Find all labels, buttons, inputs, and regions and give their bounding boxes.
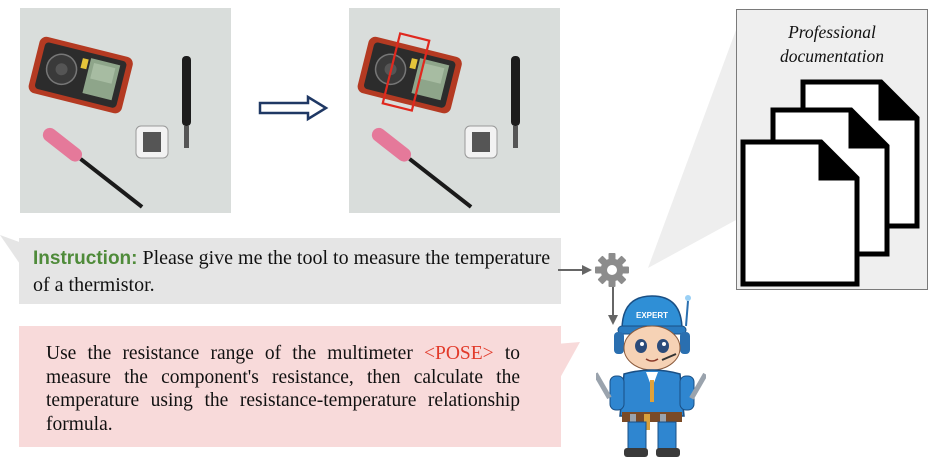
tools-photo-annotated [349, 8, 560, 213]
expert-badge: EXPERT [636, 311, 668, 320]
response-text-before: Use the resistance range of the multimet… [46, 343, 424, 364]
response-text: Use the resistance range of the multimet… [46, 342, 520, 436]
pose-token: <POSE> [423, 343, 494, 364]
response-bubble [19, 326, 561, 447]
grasp-highlight-box [381, 32, 431, 112]
response-text-after: to measure the component's resistance, t… [46, 343, 520, 435]
instruction-body: Please give me the tool to measure the t… [33, 247, 551, 296]
expert-character-icon: EXPERT [596, 295, 706, 457]
instruction-bubble-tail [0, 235, 22, 267]
instruction-text: Instruction: Please give me the tool to … [33, 245, 553, 298]
tools-photo-original [20, 8, 231, 213]
documents-stack-icon [740, 79, 920, 287]
gear-icon [595, 253, 629, 287]
arrow-down-icon [608, 287, 618, 325]
instruction-label: Instruction: [33, 248, 138, 269]
documentation-panel: Professional documentation [736, 9, 928, 290]
documentation-title: Professional documentation [779, 22, 884, 66]
arrow-right-icon [558, 265, 592, 275]
response-bubble-tail [556, 342, 580, 378]
instruction-bubble [19, 238, 561, 304]
transform-arrow-icon [258, 94, 329, 122]
